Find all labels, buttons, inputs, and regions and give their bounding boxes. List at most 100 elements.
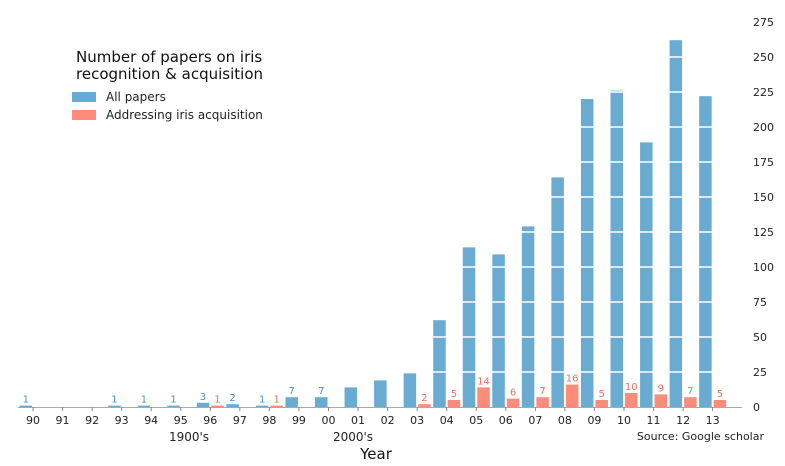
bar-all-papers xyxy=(374,380,387,407)
bars xyxy=(18,21,742,407)
bar-all-papers xyxy=(196,402,210,407)
bar-all-papers xyxy=(433,320,446,407)
y-tick-label: 250 xyxy=(753,51,774,64)
data-label-all-papers: 3 xyxy=(200,392,206,403)
x-tick-label: 10 xyxy=(617,414,631,427)
x-tick-label: 08 xyxy=(558,414,572,427)
x-tick-label: 02 xyxy=(381,414,395,427)
data-label-iris-acquisition: 14 xyxy=(477,376,490,387)
bar-all-papers xyxy=(699,96,712,407)
x-tick-label: 03 xyxy=(410,414,424,427)
y-tick-label: 125 xyxy=(753,226,774,239)
bar-iris-acquisition xyxy=(595,400,608,407)
x-tick-label: 95 xyxy=(174,414,188,427)
bar-all-papers xyxy=(19,405,32,407)
data-label-all-papers: 1 xyxy=(23,395,29,406)
y-tick-label: 275 xyxy=(753,16,774,29)
bar-all-papers xyxy=(108,405,121,407)
y-tick-label: 75 xyxy=(753,296,767,309)
data-label-iris-acquisition: 5 xyxy=(599,389,605,400)
bar-iris-acquisition xyxy=(418,404,431,407)
bar-iris-acquisition xyxy=(684,397,697,407)
x-tick-label: 94 xyxy=(144,414,158,427)
y-tick-label: 175 xyxy=(753,156,774,169)
x-tick-label: 12 xyxy=(676,414,690,427)
data-label-all-papers: 1 xyxy=(111,395,117,406)
x-tick-label: 13 xyxy=(706,414,720,427)
bar-iris-acquisition xyxy=(565,384,579,407)
data-label-iris-acquisition: 9 xyxy=(658,383,664,394)
bar-iris-acquisition xyxy=(270,405,283,407)
legend-label-iris-acquisition: Addressing iris acquisition xyxy=(106,108,263,122)
bar-iris-acquisition xyxy=(447,400,461,407)
bar-iris-acquisition xyxy=(477,387,490,407)
y-tick-label: 200 xyxy=(753,121,774,134)
legend-title-line-1: Number of papers on iris xyxy=(76,48,262,66)
bar-all-papers xyxy=(551,177,564,407)
x-tick-label: 06 xyxy=(499,414,513,427)
x-tick-label: 90 xyxy=(26,414,40,427)
data-label-iris-acquisition: 10 xyxy=(625,382,638,393)
x-tick-label: 04 xyxy=(440,414,454,427)
legend-swatch-iris-acquisition xyxy=(72,110,96,120)
x-tick-label: 07 xyxy=(528,414,542,427)
bar-all-papers xyxy=(669,40,683,407)
data-label-iris-acquisition: 6 xyxy=(510,388,516,399)
data-label-all-papers: 1 xyxy=(259,395,265,406)
legend-swatch-all-papers xyxy=(72,92,96,102)
legend-title-line-2: recognition & acquisition xyxy=(76,65,263,83)
data-label-all-papers: 1 xyxy=(141,395,147,406)
bar-iris-acquisition xyxy=(536,397,549,407)
y-tick-label: 50 xyxy=(753,331,767,344)
x-tick-label: 05 xyxy=(469,414,483,427)
era-label-1900s: 1900's xyxy=(169,430,209,444)
y-tick-label: 100 xyxy=(753,261,774,274)
bar-all-papers xyxy=(462,247,476,407)
bar-all-papers xyxy=(226,404,239,407)
bar-all-papers xyxy=(315,397,328,407)
legend-label-all-papers: All papers xyxy=(106,90,166,104)
x-tick-label: 99 xyxy=(292,414,306,427)
bar-iris-acquisition xyxy=(211,405,224,407)
data-label-all-papers: 7 xyxy=(289,386,295,397)
data-label-all-papers: 2 xyxy=(229,393,235,404)
x-tick-label: 91 xyxy=(56,414,70,427)
x-axis-title: Year xyxy=(359,445,393,463)
bar-iris-acquisition xyxy=(625,393,638,407)
data-label-iris-acquisition: 1 xyxy=(273,395,279,406)
data-label-iris-acquisition: 2 xyxy=(421,393,427,404)
bar-all-papers xyxy=(137,405,151,407)
era-label-2000s: 2000's xyxy=(333,430,373,444)
bar-all-papers xyxy=(580,99,594,407)
data-label-iris-acquisition: 7 xyxy=(539,386,545,397)
bar-all-papers xyxy=(344,387,358,407)
data-label-all-papers: 1 xyxy=(170,395,176,406)
bar-iris-acquisition xyxy=(713,400,727,407)
x-tick-label: 98 xyxy=(262,414,276,427)
data-label-iris-acquisition: 5 xyxy=(451,389,457,400)
y-tick-label: 225 xyxy=(753,86,774,99)
data-label-iris-acquisition: 7 xyxy=(687,386,693,397)
y-tick-label: 0 xyxy=(753,401,760,414)
x-tick-label: 96 xyxy=(203,414,217,427)
data-label-iris-acquisition: 5 xyxy=(717,389,723,400)
x-tick-label: 09 xyxy=(587,414,601,427)
bar-all-papers xyxy=(521,226,535,407)
bar-all-papers xyxy=(610,90,623,407)
bar-all-papers xyxy=(167,405,180,407)
x-tick-label: 92 xyxy=(85,414,99,427)
x-tick-label: 11 xyxy=(647,414,661,427)
x-tick-label: 97 xyxy=(233,414,247,427)
bar-all-papers xyxy=(255,405,269,407)
data-label-all-papers: 7 xyxy=(318,386,324,397)
bar-all-papers xyxy=(285,397,298,407)
bar-all-papers xyxy=(403,373,417,407)
bar-all-papers xyxy=(640,142,653,407)
data-label-iris-acquisition: 1 xyxy=(214,395,220,406)
y-tick-label: 150 xyxy=(753,191,774,204)
legend: Number of papers on iris recognition & a… xyxy=(72,48,263,122)
